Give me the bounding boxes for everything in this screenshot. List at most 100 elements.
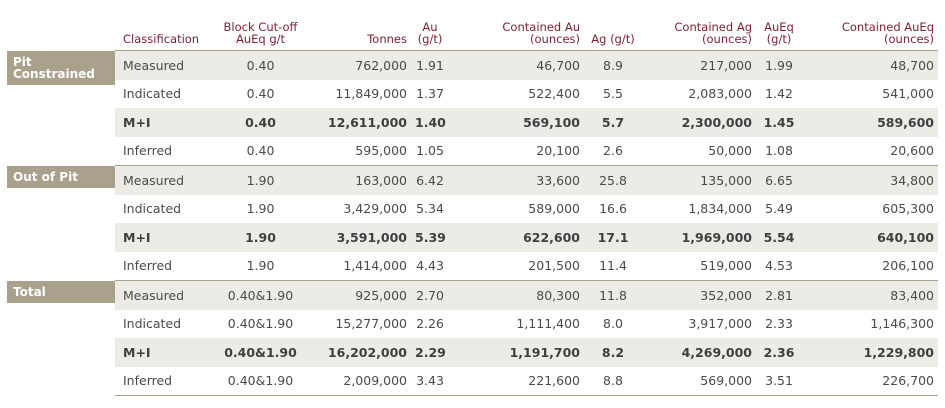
cell-aueq: 2.81 bbox=[756, 280, 802, 310]
cell-classification: Indicated bbox=[115, 79, 207, 108]
group-label: Pit Constrained bbox=[7, 50, 115, 85]
table-row: Out of Pit Measured 1.90 163,000 6.42 33,600 2… bbox=[7, 165, 938, 281]
cell-tonnes: 2,009,000 bbox=[314, 366, 411, 396]
cell-contained-aueq: 541,000 bbox=[802, 79, 938, 108]
cell-contained-au: 201,500 bbox=[449, 251, 584, 281]
cell-classification: Measured bbox=[115, 165, 207, 195]
cell-aueq: 1.45 bbox=[756, 108, 802, 137]
cell-cutoff: 1.90 bbox=[207, 194, 314, 223]
cell-cutoff: 0.40 bbox=[207, 136, 314, 166]
cell-au: 1.05 bbox=[411, 136, 449, 166]
cell-cutoff: 1.90 bbox=[207, 165, 314, 195]
cell-cutoff: 0.40&1.90 bbox=[207, 280, 314, 310]
mineral-resource-table: Classification Block Cut-off AuEq g/t Ton… bbox=[7, 14, 938, 396]
cell-tonnes: 595,000 bbox=[314, 136, 411, 166]
cell-ag: 8.8 bbox=[584, 366, 642, 396]
cell-au: 5.34 bbox=[411, 194, 449, 223]
cell-tonnes: 15,277,000 bbox=[314, 309, 411, 338]
cell-contained-ag: 352,000 bbox=[642, 280, 756, 310]
cell-ag: 8.2 bbox=[584, 338, 642, 367]
cell-contained-aueq: 20,600 bbox=[802, 136, 938, 166]
cell-tonnes: 3,429,000 bbox=[314, 194, 411, 223]
cell-tonnes: 16,202,000 bbox=[314, 338, 411, 367]
cell-aueq: 3.51 bbox=[756, 366, 802, 396]
table-header-row: Classification Block Cut-off AuEq g/t Ton… bbox=[7, 14, 938, 51]
cell-cutoff: 0.40&1.90 bbox=[207, 366, 314, 396]
cell-contained-ag: 4,269,000 bbox=[642, 338, 756, 367]
cell-contained-au: 80,300 bbox=[449, 280, 584, 310]
cell-au: 2.26 bbox=[411, 309, 449, 338]
cell-contained-aueq: 605,300 bbox=[802, 194, 938, 223]
cell-contained-aueq: 48,700 bbox=[802, 50, 938, 80]
group-label-line1: Total bbox=[13, 284, 46, 299]
cell-ag: 11.8 bbox=[584, 280, 642, 310]
cell-tonnes: 3,591,000 bbox=[314, 223, 411, 252]
cell-aueq: 2.33 bbox=[756, 309, 802, 338]
cell-ag: 16.6 bbox=[584, 194, 642, 223]
cell-contained-ag: 1,969,000 bbox=[642, 223, 756, 252]
cell-contained-ag: 3,917,000 bbox=[642, 309, 756, 338]
cell-contained-ag: 1,834,000 bbox=[642, 194, 756, 223]
cell-tonnes: 12,611,000 bbox=[314, 108, 411, 137]
cell-au: 1.91 bbox=[411, 50, 449, 80]
cell-ag: 8.9 bbox=[584, 50, 642, 80]
cell-aueq: 2.36 bbox=[756, 338, 802, 367]
table-row: Pit Constrained Measured 0.40 762,000 1.91 46,… bbox=[7, 50, 938, 166]
cell-aueq: 4.53 bbox=[756, 251, 802, 281]
cell-contained-au: 20,100 bbox=[449, 136, 584, 166]
cell-cutoff: 0.40 bbox=[207, 50, 314, 80]
cell-contained-au: 1,191,700 bbox=[449, 338, 584, 367]
cell-classification: M+I bbox=[115, 338, 207, 367]
cell-ag: 25.8 bbox=[584, 165, 642, 195]
table-body: Pit Constrained Measured 0.40 762,000 1.91 46,… bbox=[7, 50, 938, 396]
cell-aueq: 6.65 bbox=[756, 165, 802, 195]
cell-contained-ag: 519,000 bbox=[642, 251, 756, 281]
cell-contained-ag: 2,083,000 bbox=[642, 79, 756, 108]
cell-au: 5.39 bbox=[411, 223, 449, 252]
cell-contained-aueq: 589,600 bbox=[802, 108, 938, 137]
cell-contained-au: 622,600 bbox=[449, 223, 584, 252]
cell-au: 1.40 bbox=[411, 108, 449, 137]
cell-contained-aueq: 206,100 bbox=[802, 251, 938, 281]
cell-contained-aueq: 226,700 bbox=[802, 366, 938, 396]
cell-classification: M+I bbox=[115, 108, 207, 137]
cell-classification: Inferred bbox=[115, 366, 207, 396]
header-aueq: AuEq (g/t) bbox=[764, 20, 794, 46]
table-row: M+I 1.90 3,591,000 5.39 622,600 17.1 1,969,000… bbox=[7, 223, 938, 252]
cell-tonnes: 925,000 bbox=[314, 280, 411, 310]
group-label-line2: Constrained bbox=[13, 66, 95, 81]
header-classification: Classification bbox=[123, 32, 200, 46]
cell-cutoff: 0.40 bbox=[207, 108, 314, 137]
group-label: Out of Pit bbox=[7, 165, 115, 188]
cell-contained-au: 33,600 bbox=[449, 165, 584, 195]
header-au: Au (g/t) bbox=[417, 20, 443, 46]
cell-aueq: 1.99 bbox=[756, 50, 802, 80]
cell-contained-aueq: 640,100 bbox=[802, 223, 938, 252]
cell-contained-ag: 569,000 bbox=[642, 366, 756, 396]
cell-ag: 5.7 bbox=[584, 108, 642, 137]
group-label-line1: Pit bbox=[13, 54, 32, 69]
cell-contained-ag: 217,000 bbox=[642, 50, 756, 80]
cell-cutoff: 0.40&1.90 bbox=[207, 309, 314, 338]
cell-tonnes: 11,849,000 bbox=[314, 79, 411, 108]
cell-tonnes: 1,414,000 bbox=[314, 251, 411, 281]
cell-classification: Measured bbox=[115, 50, 207, 80]
cell-cutoff: 1.90 bbox=[207, 223, 314, 252]
cell-contained-au: 46,700 bbox=[449, 50, 584, 80]
cell-contained-au: 522,400 bbox=[449, 79, 584, 108]
table-row: M+I 0.40 12,611,000 1.40 569,100 5.7 2,300,000… bbox=[7, 108, 938, 137]
group-label-cell: Pit Constrained bbox=[7, 50, 115, 166]
table-row: Inferred 1.90 1,414,000 4.43 201,500 11.4 519,… bbox=[7, 251, 938, 281]
table-row: M+I 0.40&1.90 16,202,000 2.29 1,191,700 8.2 4,… bbox=[7, 338, 938, 367]
cell-au: 2.70 bbox=[411, 280, 449, 310]
cell-contained-ag: 50,000 bbox=[642, 136, 756, 166]
cell-classification: Measured bbox=[115, 280, 207, 310]
cell-au: 3.43 bbox=[411, 366, 449, 396]
group-label-cell: Out of Pit bbox=[7, 165, 115, 281]
cell-tonnes: 163,000 bbox=[314, 165, 411, 195]
cell-cutoff: 1.90 bbox=[207, 251, 314, 281]
table-row: Indicated 0.40 11,849,000 1.37 522,400 5.5 2,0… bbox=[7, 79, 938, 108]
cell-au: 1.37 bbox=[411, 79, 449, 108]
cell-cutoff: 0.40 bbox=[207, 79, 314, 108]
